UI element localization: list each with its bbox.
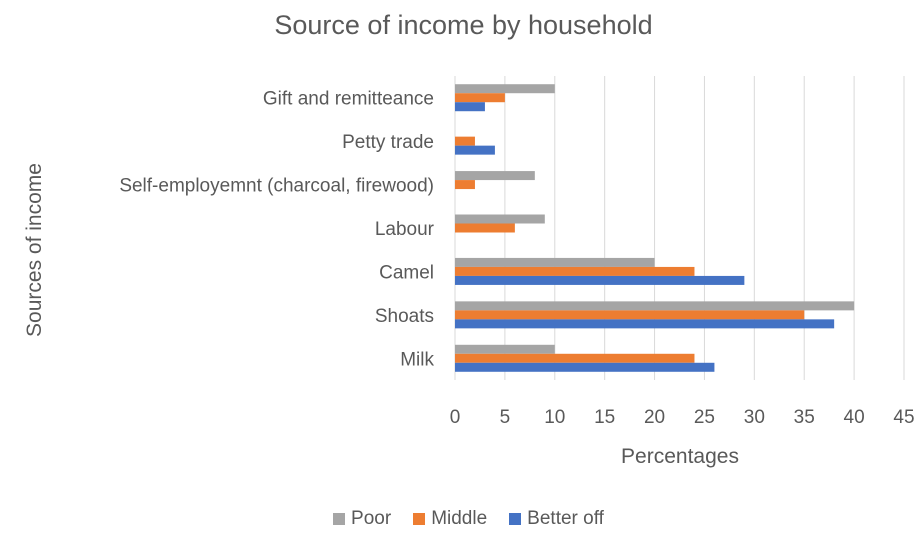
- category-labels: Gift and remitteance Petty trade Self-empl…: [119, 89, 434, 371]
- bar: [455, 266, 695, 276]
- x-tick-label: 45: [893, 407, 914, 428]
- bar: [455, 171, 535, 181]
- bar: [455, 319, 835, 329]
- bar: [455, 214, 545, 224]
- category-label: Shoats: [375, 306, 434, 327]
- bar: [455, 145, 495, 155]
- x-tick-label: 30: [744, 407, 765, 428]
- x-tick-label: 20: [644, 407, 665, 428]
- legend-label: Better off: [527, 508, 604, 529]
- bar: [455, 136, 475, 146]
- x-tick-label: 5: [500, 407, 511, 428]
- bars: [455, 84, 855, 372]
- category-label: Gift and remitteance: [263, 89, 434, 110]
- bar: [455, 93, 505, 103]
- bar: [455, 353, 695, 363]
- legend-item: Middle: [413, 508, 487, 530]
- x-tick-label: 10: [544, 407, 565, 428]
- bar: [455, 344, 555, 354]
- bar: [455, 301, 855, 311]
- x-tick-label: 15: [594, 407, 615, 428]
- legend-label: Poor: [351, 508, 392, 529]
- bar: [455, 223, 515, 233]
- legend: Poor Middle Better off: [10, 508, 917, 530]
- chart-title: Source of income by household: [274, 10, 653, 40]
- legend-swatch: [333, 513, 346, 525]
- category-label: Petty trade: [342, 132, 434, 153]
- legend-item: Better off: [509, 508, 604, 530]
- category-label: Milk: [400, 349, 434, 370]
- x-tick-label: 0: [450, 407, 461, 428]
- legend-item: Poor: [333, 508, 391, 530]
- gridlines: [454, 76, 905, 380]
- bar: [455, 310, 805, 320]
- legend-swatch: [413, 513, 426, 525]
- bar: [455, 275, 745, 285]
- bar-chart: Gift and remitteance Petty trade Self-empl…: [119, 76, 915, 428]
- category-label: Self-employemnt (charcoal, firewood): [119, 176, 434, 197]
- category-label: Camel: [379, 262, 434, 283]
- bar: [455, 362, 715, 372]
- x-tick-label: 40: [844, 407, 865, 428]
- bar: [455, 257, 655, 267]
- x-tick-label: 35: [794, 407, 815, 428]
- bar: [455, 102, 485, 112]
- category-label: Labour: [375, 219, 435, 240]
- bar: [455, 180, 475, 190]
- legend-swatch: [509, 513, 522, 525]
- x-tick-labels: 0 5 10 15 20 25 30 35 40 45: [450, 407, 915, 428]
- legend-label: Middle: [431, 508, 488, 529]
- x-tick-label: 25: [694, 407, 715, 428]
- bar: [455, 84, 555, 94]
- x-axis-label: Percentages: [621, 445, 739, 468]
